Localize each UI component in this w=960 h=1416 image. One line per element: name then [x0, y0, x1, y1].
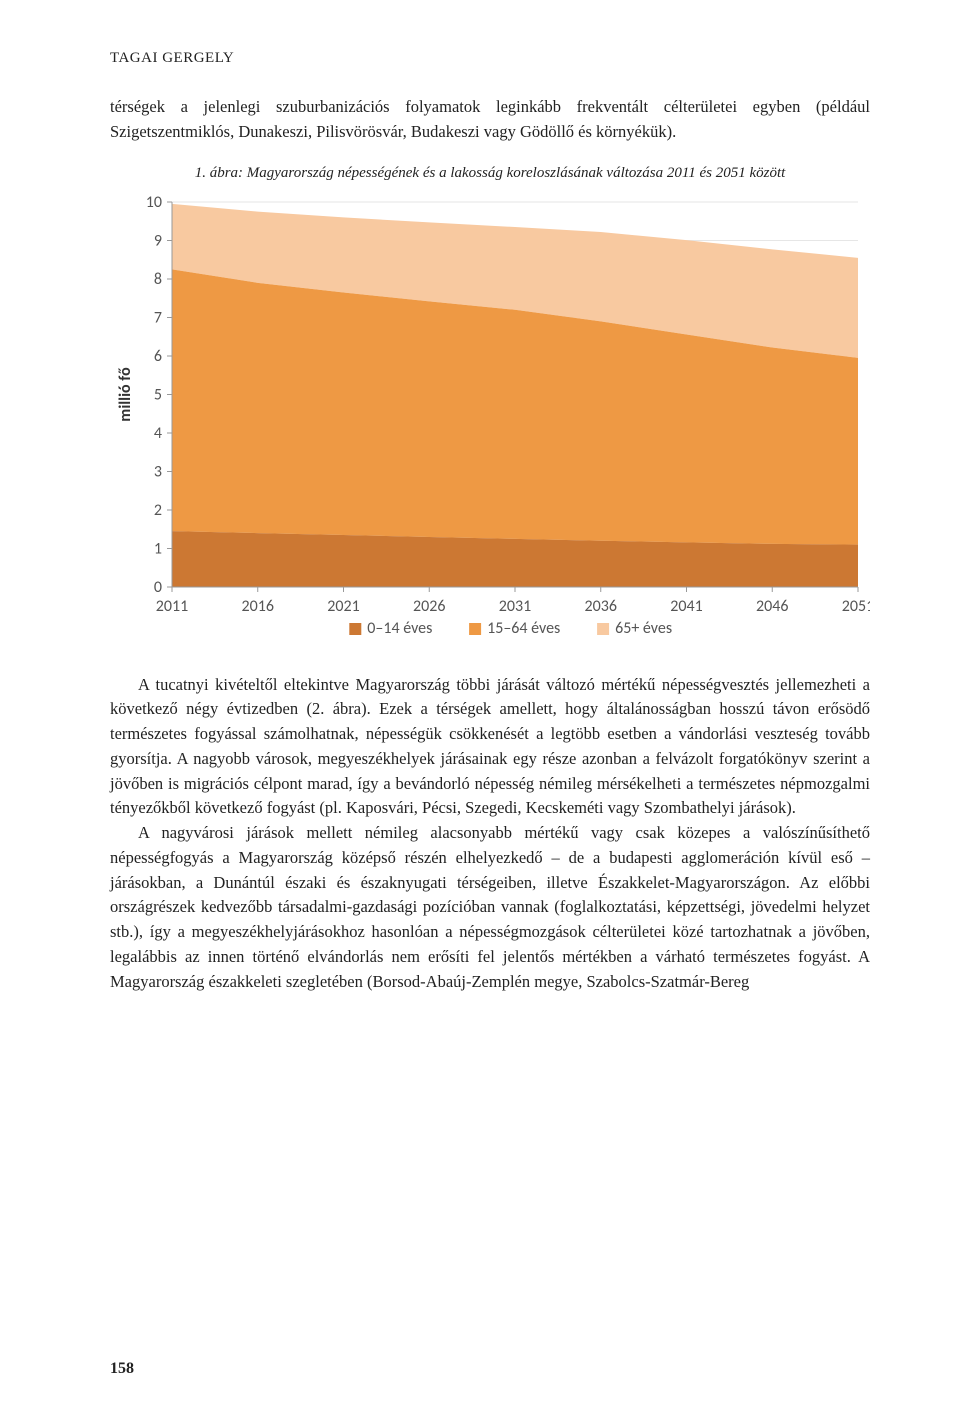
svg-text:2046: 2046 [756, 597, 788, 616]
page-number: 158 [110, 1360, 134, 1378]
paragraph-3: A nagyvárosi járások mellett némileg ala… [110, 821, 870, 994]
svg-text:6: 6 [154, 347, 162, 366]
svg-text:2011: 2011 [156, 597, 188, 616]
svg-text:2026: 2026 [413, 597, 445, 616]
figure-caption: 1. ábra: Magyarország népességének és a … [110, 165, 870, 182]
area-chart: 0 1 2 3 4 5 6 7 8 9 10 2011 2016 2021 2026 2031 2036 2041… [110, 194, 870, 649]
svg-text:2051: 2051 [842, 597, 870, 616]
svg-text:1: 1 [154, 539, 162, 558]
svg-text:0: 0 [154, 578, 162, 597]
svg-text:2016: 2016 [242, 597, 274, 616]
paragraph-2: A tucatnyi kivételtől eltekintve Magyaro… [110, 673, 870, 822]
svg-text:millió fő: millió fő [116, 366, 135, 421]
svg-text:2031: 2031 [499, 597, 531, 616]
svg-text:2: 2 [154, 501, 162, 520]
svg-text:2021: 2021 [327, 597, 359, 616]
svg-text:9: 9 [154, 231, 162, 250]
chart-svg: 0 1 2 3 4 5 6 7 8 9 10 2011 2016 2021 2026 2031 2036 2041… [110, 194, 870, 649]
svg-text:10: 10 [146, 194, 162, 212]
svg-text:0–14 éves: 0–14 éves [367, 619, 432, 638]
svg-text:5: 5 [154, 385, 162, 404]
svg-text:3: 3 [154, 462, 162, 481]
paragraph-1: térségek a jelenlegi szuburbanizációs fo… [110, 95, 870, 145]
svg-text:65+ éves: 65+ éves [615, 619, 672, 638]
svg-text:2036: 2036 [585, 597, 617, 616]
svg-text:7: 7 [154, 308, 162, 327]
svg-text:8: 8 [154, 270, 162, 289]
svg-text:4: 4 [154, 424, 162, 443]
author-name: TAGAI GERGELY [110, 50, 870, 67]
svg-text:15–64 éves: 15–64 éves [487, 619, 560, 638]
svg-text:2041: 2041 [670, 597, 702, 616]
